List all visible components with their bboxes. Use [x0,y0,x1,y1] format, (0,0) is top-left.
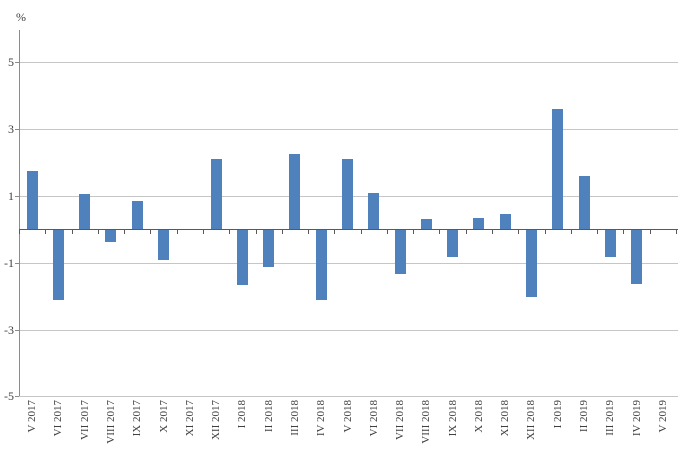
y-axis-tick-label: -3 [4,322,14,337]
x-axis-tick [124,230,126,235]
y-axis-tick [15,329,19,331]
y-axis-tick-label: 3 [8,122,14,137]
y-axis-tick-label: -5 [4,389,14,404]
bar-vi-2018 [368,192,380,230]
x-axis-category-label: II 2019 [578,400,591,433]
x-axis-category-label: IX 2017 [131,400,144,437]
x-axis-category-label: III 2019 [604,400,617,437]
bar-i-2018 [236,230,248,286]
bar-xii-2018 [525,230,537,298]
gridline [19,329,678,331]
x-axis-tick [150,230,152,235]
bar-ii-2018 [263,230,275,268]
bar-vii-2018 [394,230,406,274]
x-axis-category-label: X 2017 [157,400,170,434]
bar-x-2017 [158,230,170,261]
x-axis-tick [97,230,99,235]
gridline [19,396,678,398]
x-axis-category-label: XII 2017 [210,400,223,441]
bar-v-2018 [342,159,353,230]
x-axis-tick [308,230,310,235]
x-axis-tick [492,230,494,235]
bar-vii-2017 [79,194,91,230]
gridline [19,129,678,131]
x-axis-tick [19,230,20,235]
bar-xi-2018 [499,214,511,230]
x-axis-category-label: VI 2018 [367,400,380,437]
x-axis-tick [413,230,415,235]
bar-iv-2018 [315,230,327,301]
y-axis-tick-label: 5 [8,55,14,70]
y-axis-unit-label: % [16,10,26,24]
x-axis-tick [676,230,677,235]
bar-ii-2019 [578,175,590,230]
x-axis-category-label: IX 2018 [446,400,459,437]
x-axis-category-label: IV 2019 [630,400,643,437]
x-axis-tick [649,230,651,235]
bar-iii-2019 [604,230,616,258]
bar-i-2019 [552,109,564,230]
x-axis-tick [544,230,546,235]
y-axis-tick [15,262,19,264]
x-axis-category-label: V 2018 [341,400,354,433]
x-axis-category-label: VIII 2017 [104,400,117,445]
x-axis-tick [255,230,257,235]
gridline [19,262,678,264]
bar-iv-2019 [631,230,643,284]
bar-iii-2018 [289,154,301,230]
bar-ix-2017 [131,200,143,230]
x-axis-tick [465,230,467,235]
x-axis-tick [439,230,441,235]
x-axis-line [19,229,678,231]
bar-ix-2018 [447,230,459,258]
x-axis-category-label: X 2018 [472,400,485,434]
x-axis-category-label: XI 2017 [183,400,196,437]
gridline [19,62,678,64]
x-axis-tick [45,230,47,235]
x-axis-category-label: VII 2017 [78,400,91,441]
bar-viii-2018 [420,219,432,230]
x-axis-tick [229,230,231,235]
bar-vi-2017 [52,230,64,301]
x-axis-tick [518,230,520,235]
y-axis-tick-label: -1 [4,255,14,270]
x-axis-category-label: I 2019 [551,400,564,429]
x-axis-tick [360,230,362,235]
x-axis-tick [202,230,204,235]
bar-v-2017 [26,170,38,230]
bar-viii-2017 [105,230,117,242]
x-axis-category-label: VIII 2018 [420,400,433,445]
y-axis-tick-label: 1 [8,188,14,203]
x-axis-category-label: VII 2018 [394,400,407,441]
x-axis-category-label: IV 2018 [315,400,328,437]
x-axis-category-label: V 2017 [26,400,39,433]
x-axis-category-label: II 2018 [262,400,275,433]
x-axis-tick [623,230,625,235]
x-axis-tick [334,230,336,235]
x-axis-tick [281,230,283,235]
x-axis-category-label: XII 2018 [525,400,538,441]
x-axis-tick [570,230,572,235]
x-axis-category-label: XI 2018 [499,400,512,437]
x-axis-tick [386,230,388,235]
x-axis-category-label: VI 2017 [52,400,65,437]
x-axis-tick [597,230,599,235]
y-axis-tick [15,195,19,197]
y-axis-line [19,30,20,397]
y-axis-tick [15,396,19,398]
x-axis-tick [71,230,73,235]
bar-xii-2017 [210,159,222,230]
y-axis-tick [15,129,19,131]
x-axis-category-label: V 2019 [656,400,669,433]
x-axis-category-label: III 2018 [288,400,301,437]
x-axis-category-label: I 2018 [236,400,249,429]
x-axis-tick [176,230,178,235]
y-axis-tick [15,62,19,64]
bar-x-2018 [473,217,485,230]
